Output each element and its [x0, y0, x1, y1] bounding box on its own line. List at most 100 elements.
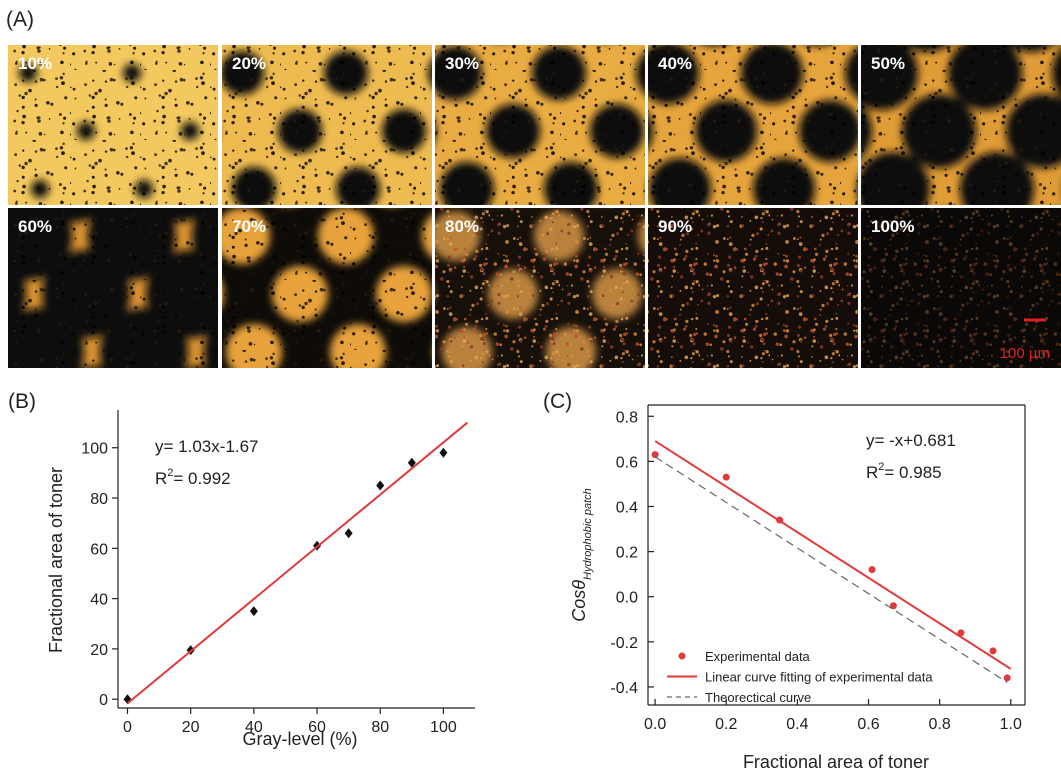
y-tick-label: 100 — [81, 441, 108, 458]
y-axis-title: CosθHydrophobic patch — [569, 488, 594, 622]
data-point — [250, 606, 258, 616]
y-axis-title-main: Fractional area of toner — [46, 467, 66, 653]
blob — [578, 0, 622, 37]
legend-label: Linear curve fitting of experimental dat… — [705, 670, 933, 685]
tile-label: 50% — [871, 54, 905, 73]
blob — [162, 0, 206, 37]
fit-equation: y= 1.03x-1.67 — [155, 437, 259, 456]
x-axis-title: Gray-level (%) — [242, 729, 357, 749]
blob — [474, 0, 518, 37]
r2-value: = 0.992 — [173, 469, 230, 488]
tile-label: 60% — [18, 217, 52, 236]
data-point — [345, 528, 353, 538]
blob — [682, 0, 736, 42]
blob — [683, 0, 745, 46]
legend-swatch — [679, 653, 686, 660]
y-tick-label: 0.6 — [616, 454, 638, 471]
panel-label: (A) — [6, 8, 34, 31]
fit-equation: y= -x+0.681 — [866, 431, 956, 450]
blob — [284, 382, 340, 438]
y-tick-label: -0.4 — [610, 680, 638, 697]
blob — [578, 0, 632, 42]
y-tick-label: 20 — [90, 642, 108, 659]
x-tick-label: 80 — [371, 719, 389, 736]
tile-label: 30% — [445, 54, 479, 73]
blob — [396, 385, 446, 435]
y-tick-label: 40 — [90, 592, 108, 609]
blob — [262, 366, 350, 454]
blob — [708, 385, 758, 435]
y-tick-label: 0.2 — [616, 545, 638, 562]
tile-label: 40% — [658, 54, 692, 73]
tile-label: 10% — [18, 54, 52, 73]
x-tick-label: 100 — [430, 719, 457, 736]
x-tick-label: 20 — [182, 719, 200, 736]
tile-label: 20% — [232, 54, 266, 73]
data-point — [869, 566, 876, 573]
y-axis-title: Fractional area of toner — [46, 467, 66, 653]
tile-label: 90% — [658, 217, 692, 236]
r2-base: R — [155, 469, 167, 488]
fit-r2: R2= 0.992 — [155, 467, 231, 488]
blob — [273, 6, 291, 24]
y-tick-label: 80 — [90, 491, 108, 508]
blob — [786, 0, 840, 42]
y-tick-label: -0.2 — [610, 635, 638, 652]
tile-label: 70% — [232, 217, 266, 236]
r2-value: = 0.985 — [884, 463, 941, 482]
y-tick-label: 0.8 — [616, 409, 638, 426]
data-point — [989, 647, 996, 654]
fit-r2: R2= 0.985 — [866, 461, 942, 482]
blob — [579, 0, 641, 46]
blob — [474, 0, 528, 42]
y-axis-title-main: Cosθ — [569, 580, 589, 622]
x-tick-label: 0.2 — [715, 716, 737, 733]
blob — [492, 382, 548, 438]
blob — [65, 6, 83, 24]
panel-label: (B) — [8, 390, 36, 413]
blob — [890, 0, 964, 52]
data-point — [723, 474, 730, 481]
data-point — [376, 480, 384, 490]
y-axis-title-sub: Hydrophobic patch — [582, 488, 594, 580]
y-tick-label: 60 — [90, 541, 108, 558]
tile-label: 80% — [445, 217, 479, 236]
fit-line — [655, 441, 1011, 669]
blob — [370, 0, 414, 37]
legend-label: Theorectical curve — [705, 690, 811, 705]
data-point — [439, 448, 447, 458]
x-tick-label: 1.0 — [1000, 716, 1022, 733]
legend-label: Experimental data — [705, 649, 811, 664]
y-tick-label: 0 — [99, 692, 108, 709]
fit-line — [127, 423, 467, 704]
blob — [891, 0, 953, 46]
scale-bar-label: 100 µm — [1000, 345, 1050, 362]
blob — [388, 382, 444, 438]
x-tick-label: 0.4 — [786, 716, 808, 733]
blob — [366, 366, 454, 454]
panel-label: (C) — [543, 390, 572, 413]
figure: (A) 10% 20% 30% 40% 50% 60% 70% 80% 90% 100% 100 µ… — [0, 0, 1061, 775]
blob — [180, 382, 236, 438]
blob — [169, 6, 187, 24]
blob — [994, 0, 1061, 52]
x-tick-label: 0.6 — [857, 716, 879, 733]
blob — [786, 0, 860, 52]
blob — [787, 0, 849, 46]
tile-label: 100% — [871, 217, 914, 236]
r2-base: R — [866, 463, 878, 482]
blob — [995, 0, 1057, 46]
x-tick-label: 0.0 — [644, 716, 666, 733]
x-tick-label: 0.8 — [929, 716, 951, 733]
blob — [812, 385, 862, 435]
x-axis-title: Fractional area of toner — [743, 752, 929, 772]
x-tick-label: 0 — [123, 719, 132, 736]
y-tick-label: 0.4 — [616, 500, 638, 517]
page: {"panel_a": {"label": "(A)", "tiles": ["… — [0, 0, 1061, 775]
blob — [370, 0, 424, 42]
blob — [0, 238, 3, 256]
y-tick-label: 0.0 — [616, 590, 638, 607]
blob — [377, 6, 395, 24]
chart: (C) 0.0 0.2 0.4 0.6 0.8 1.0 -0.4 -0.2 0.0 0.2 0.4 0.… — [543, 390, 1025, 772]
